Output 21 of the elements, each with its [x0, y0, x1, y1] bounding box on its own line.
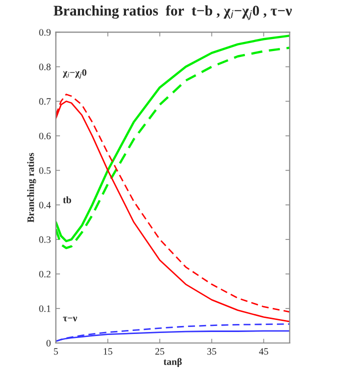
x-axis-title: tanβ	[164, 358, 182, 367]
x-tick-label: 45	[259, 348, 268, 355]
annotation: χ$_{i}$−χ$_{j}$0	[62, 69, 86, 79]
y-axis-title: Branching ratios	[27, 152, 36, 222]
y-tick-label: 0.2	[39, 270, 50, 278]
y-tick-label: 0.9	[39, 29, 51, 36]
y-tick-label: 0.8	[39, 64, 51, 70]
chart-title: Branching ratios for t−b , χ$_{i}$−χ$_{j}$0 , τ−ν	[54, 5, 292, 20]
annotation: τ−ν	[63, 316, 78, 322]
y-tick-label: 0.6	[39, 132, 51, 140]
x-tick-label: 25	[155, 348, 164, 355]
annotation: tb	[63, 196, 72, 204]
x-tick-label: 15	[104, 348, 112, 355]
y-tick-label: 0.7	[39, 98, 51, 105]
y-tick-label: 0.3	[39, 236, 51, 243]
x-tick-label: 35	[207, 348, 216, 355]
y-tick-label: 0.5	[39, 167, 51, 174]
x-tick-label: 5	[54, 348, 58, 355]
y-tick-label: 0	[46, 340, 51, 346]
y-tick-label: 0.1	[39, 305, 50, 312]
y-tick-label: 0.4	[39, 202, 51, 208]
